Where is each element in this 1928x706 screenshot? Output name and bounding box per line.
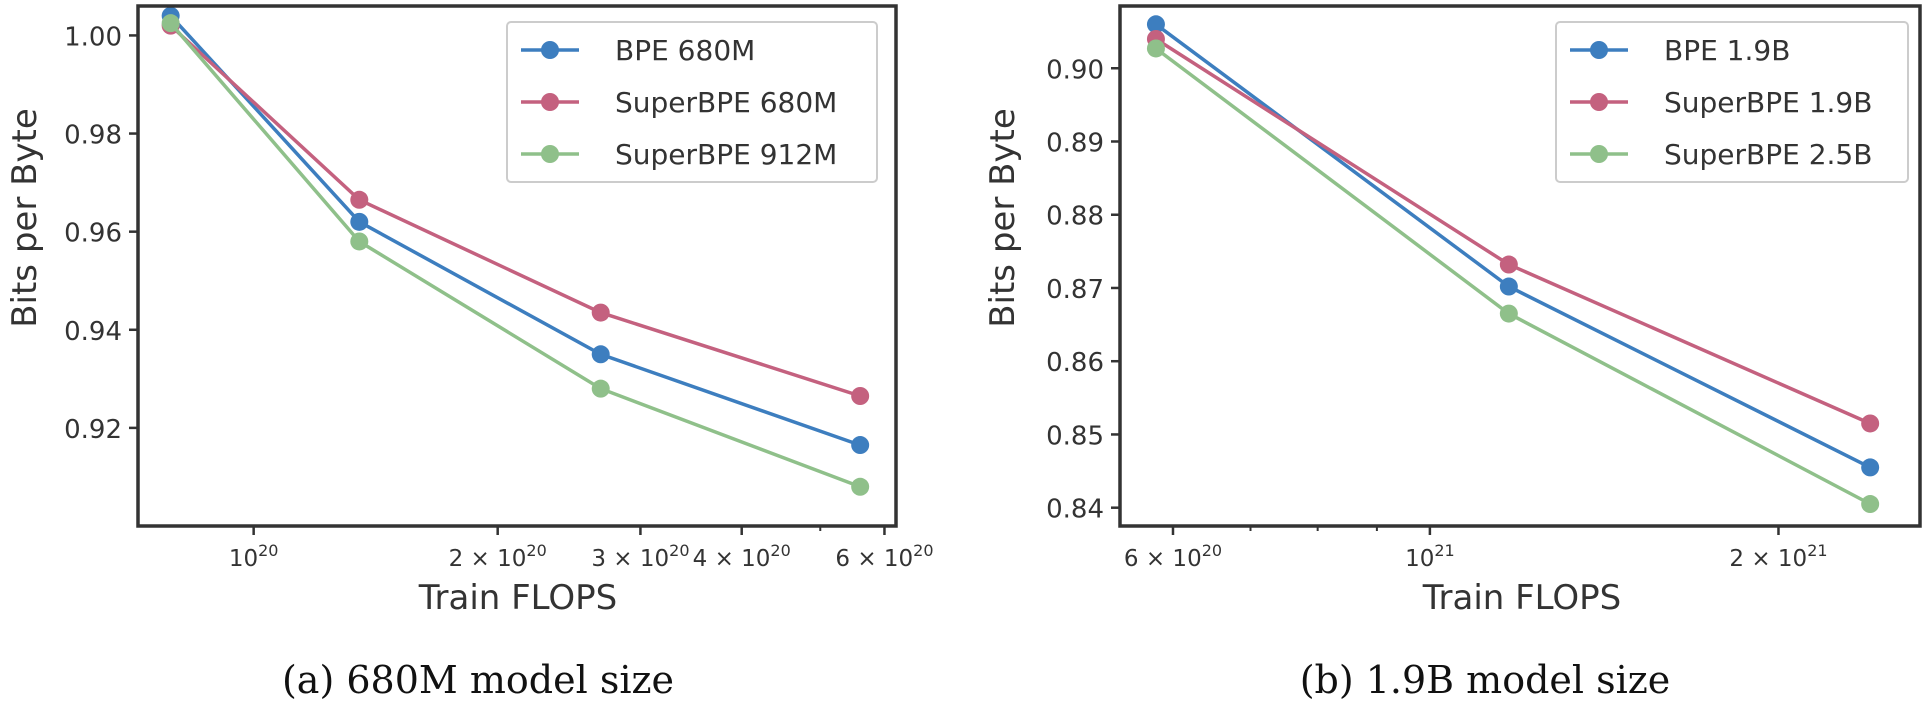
- legend: BPE 680M SuperBPE 680M SuperBPE 912M: [506, 21, 878, 183]
- legend-marker: [541, 93, 559, 111]
- legend-marker: [541, 41, 559, 59]
- x-tick-label: 1020: [229, 541, 279, 572]
- series-line: [169, 22, 861, 489]
- x-tick-label: 2 × 1021: [1729, 541, 1827, 572]
- data-point: [1499, 255, 1518, 274]
- y-axis-label: Bits per Byte: [5, 108, 45, 328]
- legend-label: SuperBPE 912M: [615, 138, 837, 171]
- data-point: [851, 477, 870, 496]
- plot-area: 0.92 0.94 0.96 0.98 1.00 1020 2 × 1020 3 × 1020…: [64, 4, 934, 572]
- legend-box: [506, 21, 878, 183]
- x-tick-label: 6 × 1020: [1124, 541, 1222, 572]
- plot-area: 0.84 0.85 0.86 0.87 0.88 0.89 0.90 6 × 1020 1021…: [1046, 4, 1922, 572]
- y-tick-label: 0.89: [1046, 128, 1104, 158]
- y-tick-label: 0.84: [1046, 495, 1104, 525]
- x-axis-label: Train FLOPS: [418, 578, 618, 618]
- legend: BPE 1.9B SuperBPE 1.9B SuperBPE 2.5B: [1555, 21, 1909, 183]
- data-point: [1861, 414, 1880, 433]
- data-point: [591, 379, 610, 398]
- data-point: [161, 14, 180, 33]
- y-tick-label: 0.90: [1046, 55, 1104, 85]
- legend-label: BPE 1.9B: [1664, 34, 1790, 67]
- data-point: [1146, 15, 1165, 34]
- caption: (a) 680M model size: [282, 658, 674, 702]
- x-tick-label: 1021: [1405, 541, 1455, 572]
- data-point: [350, 190, 369, 209]
- data-point: [1861, 495, 1880, 514]
- plot-frame: [136, 4, 898, 528]
- data-point: [350, 232, 369, 251]
- data-point: [1499, 304, 1518, 323]
- caption: (b) 1.9B model size: [1300, 658, 1671, 702]
- y-tick-label: 0.87: [1046, 275, 1104, 305]
- x-tick-label: 4 × 1020: [693, 541, 791, 572]
- y-tick-label: 0.85: [1046, 421, 1104, 451]
- legend-label: SuperBPE 680M: [615, 86, 837, 119]
- data-point: [851, 387, 870, 405]
- plot-frame: [1118, 4, 1922, 528]
- x-tick-label: 3 × 1020: [591, 541, 689, 572]
- legend-label: SuperBPE 1.9B: [1664, 86, 1872, 119]
- legend-marker: [541, 145, 559, 163]
- y-tick-label: 0.98: [64, 121, 122, 151]
- data-point: [591, 303, 610, 322]
- y-axis-label: Bits per Byte: [983, 108, 1023, 328]
- data-point: [1499, 277, 1518, 296]
- x-axis-label: Train FLOPS: [1422, 578, 1622, 618]
- legend-label: BPE 680M: [615, 34, 755, 67]
- legend-marker: [1590, 93, 1608, 111]
- data-point: [350, 212, 369, 231]
- y-tick-label: 0.96: [64, 219, 122, 249]
- legend-label: SuperBPE 2.5B: [1664, 138, 1872, 171]
- legend-marker: [1590, 145, 1608, 163]
- data-point: [1861, 458, 1880, 477]
- x-tick-label: 2 × 1020: [449, 541, 547, 572]
- legend-box: [1555, 21, 1909, 183]
- x-tick-label: 6 × 1020: [835, 541, 933, 572]
- legend-marker: [1590, 41, 1608, 59]
- series-line: [169, 24, 861, 398]
- chart-panel-b: Bits per Byte Train FLOPS (b) 1.9B model…: [983, 4, 1922, 702]
- y-tick-label: 0.94: [64, 317, 122, 347]
- data-point: [851, 436, 870, 455]
- y-tick-label: 0.86: [1046, 348, 1104, 378]
- data-point: [1146, 39, 1165, 58]
- chart-panel-a: Bits per Byte Train FLOPS (a) 680M model…: [5, 4, 934, 702]
- y-tick-label: 1.00: [64, 22, 122, 52]
- series-line: [169, 14, 861, 447]
- data-point: [591, 345, 610, 364]
- y-tick-label: 0.88: [1046, 202, 1104, 232]
- y-tick-label: 0.92: [64, 415, 122, 445]
